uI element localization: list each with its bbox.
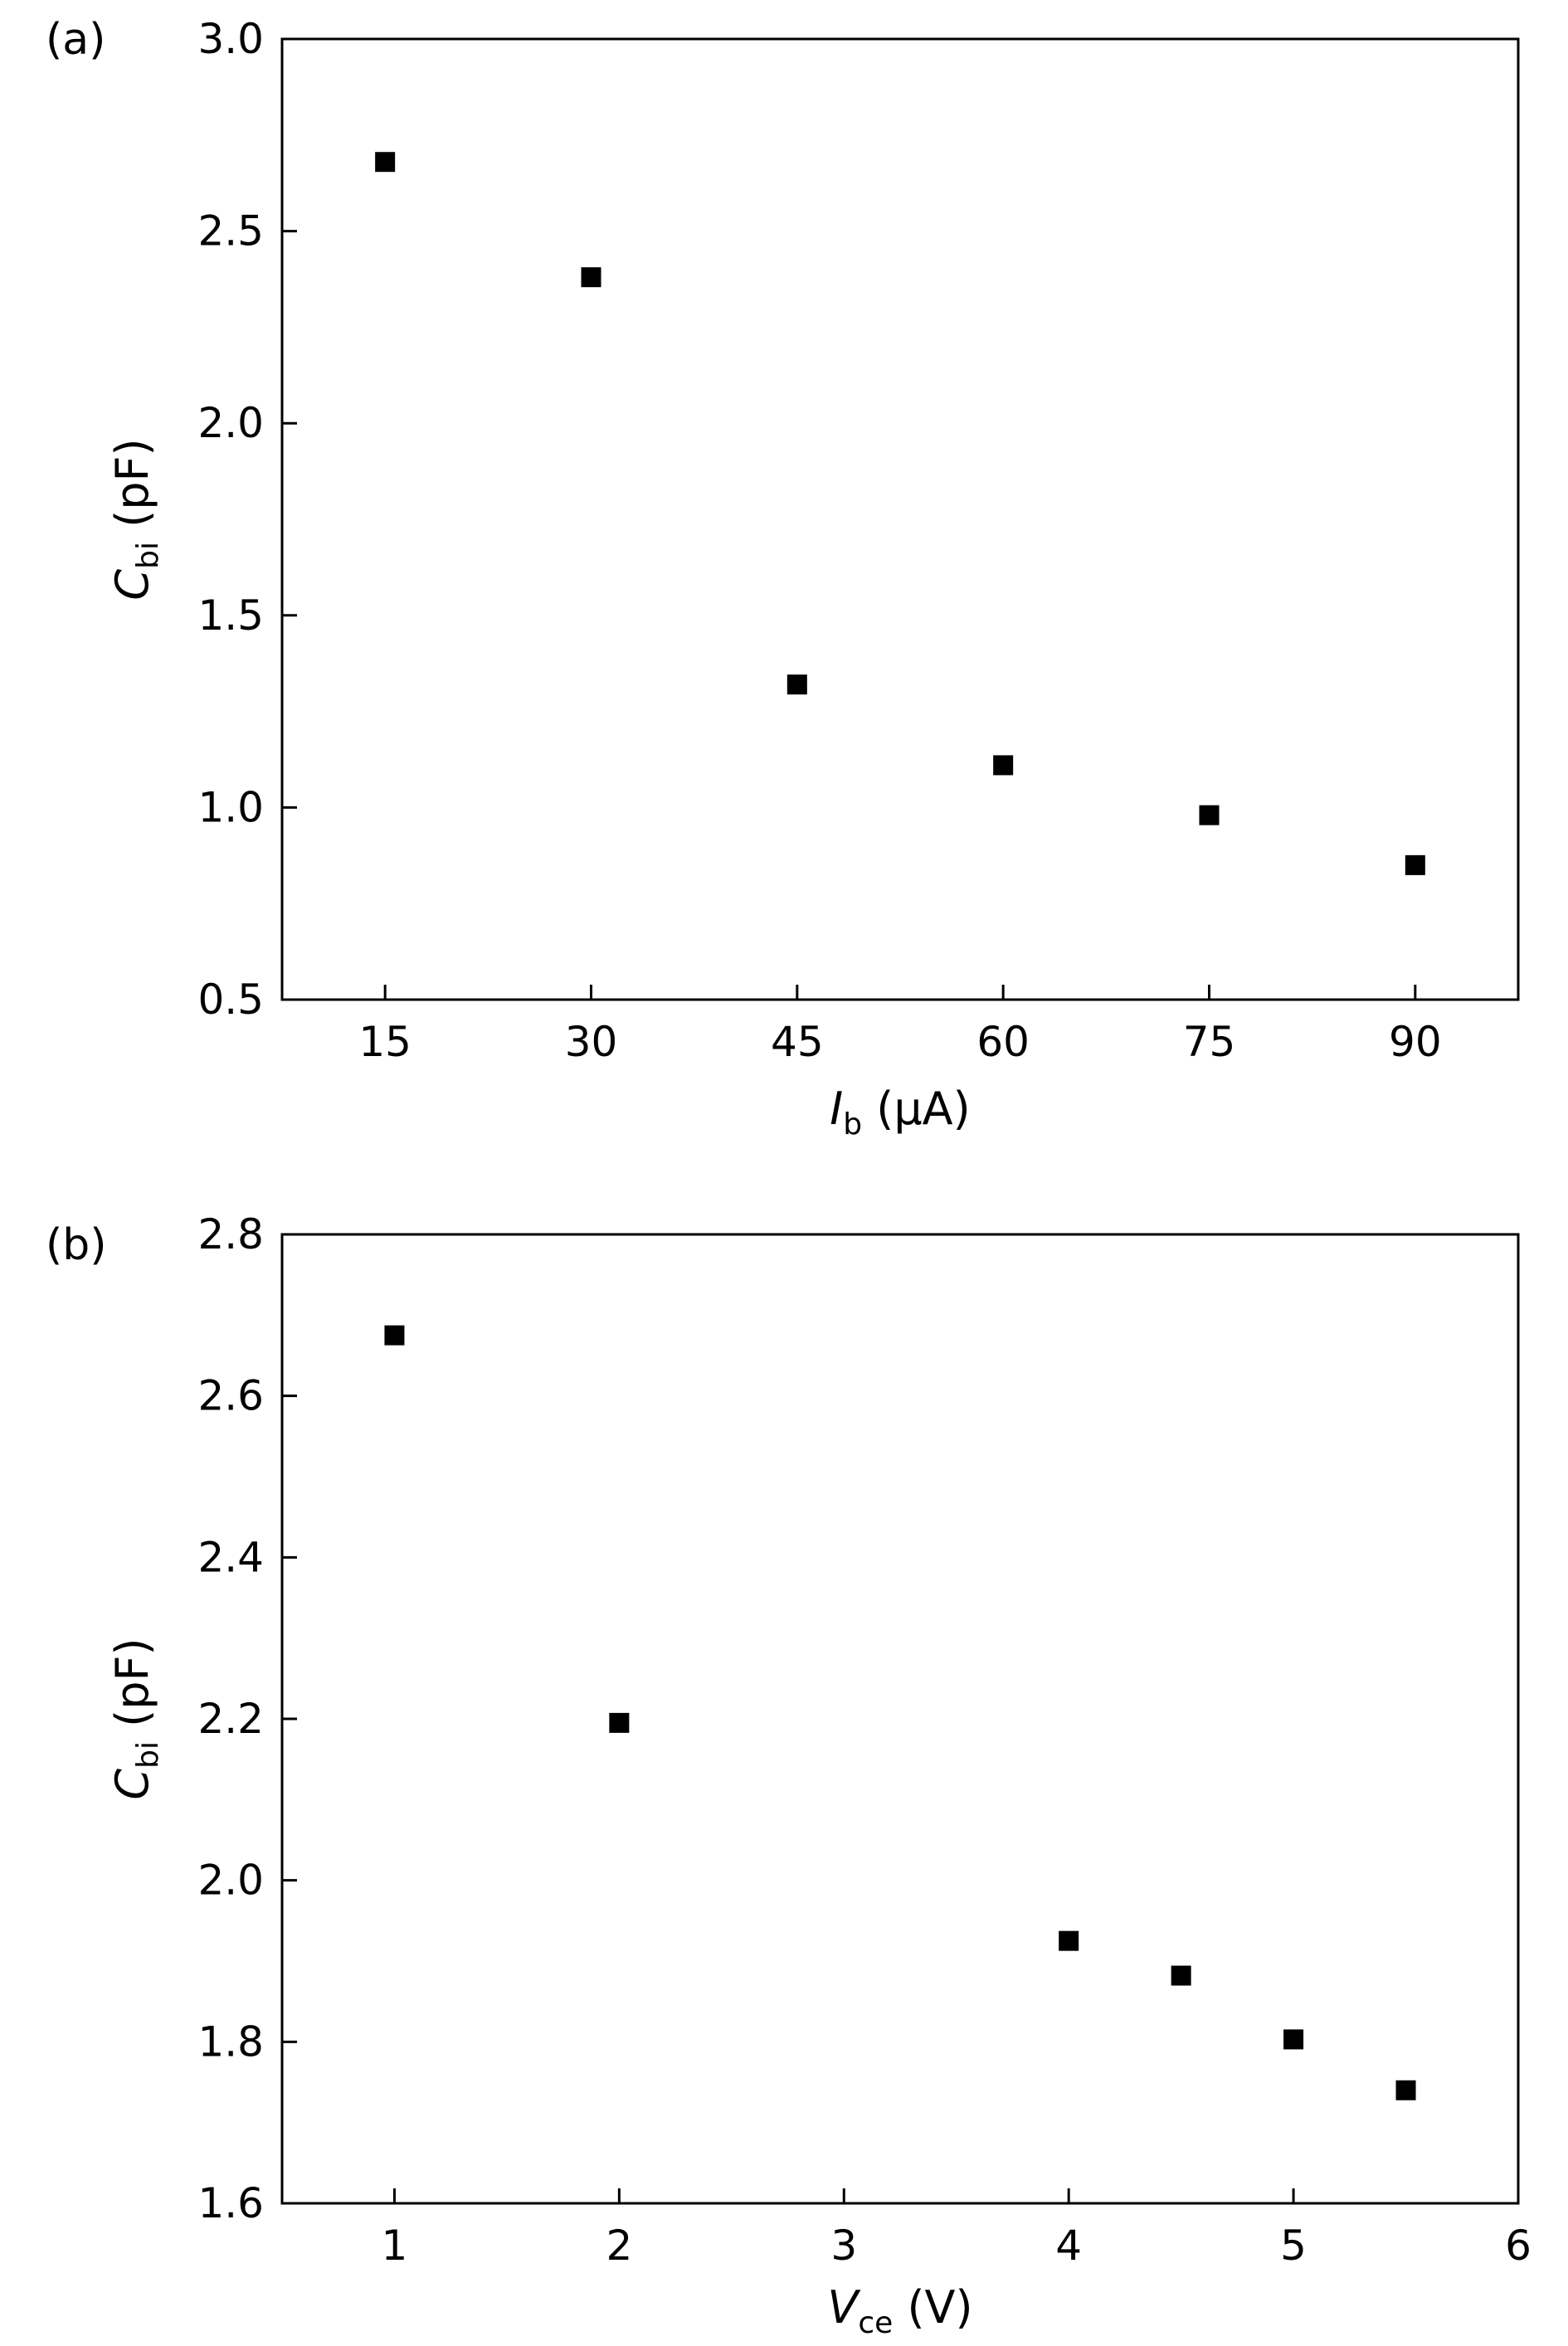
x-tick-label-b-2: 3 <box>830 2222 857 2270</box>
markers-b <box>384 1325 1416 2100</box>
y-tick-label-a-1: 1.0 <box>197 783 264 831</box>
data-point-a-5 <box>1405 854 1425 875</box>
x-axis-label-b: Vce (V) <box>827 2281 972 2340</box>
y-tick-label-b-0: 1.6 <box>197 2179 264 2227</box>
plot-frame-a <box>280 37 1520 1001</box>
x-tick-label-b-1: 2 <box>606 2222 632 2270</box>
y-tick-label-b-4: 2.4 <box>197 1533 264 1581</box>
data-point-b-4 <box>1283 2029 1304 2050</box>
y-tick-label-a-3: 2.0 <box>197 399 264 447</box>
x-tick-label-a-3: 60 <box>976 1018 1030 1066</box>
data-point-a-1 <box>581 267 601 288</box>
x-tick-label-a-1: 30 <box>565 1018 618 1066</box>
data-point-b-1 <box>609 1712 630 1733</box>
panel-b: (b) 1 2 3 4 5 6 1.6 1.8 2.0 2.2 2.4 2.6 2.8 Cbi (pF)… <box>46 1210 1531 2340</box>
x-tick-label-b-4: 5 <box>1280 2222 1307 2270</box>
panel-b-tag: (b) <box>46 1220 107 1270</box>
panel-a: (a) 15 30 45 60 75 90 0.5 1.0 1.5 2.0 2.5 3.0 Cbi (… <box>46 15 1520 1141</box>
x-tick-label-a-4: 75 <box>1183 1018 1236 1066</box>
y-tick-label-b-3: 2.2 <box>197 1695 264 1743</box>
y-tick-label-b-5: 2.6 <box>197 1372 264 1420</box>
data-point-b-0 <box>384 1325 405 1346</box>
x-tick-label-a-0: 15 <box>358 1018 411 1066</box>
ticks-a: 15 30 45 60 75 90 0.5 1.0 1.5 2.0 2.5 3.0 <box>197 15 1441 1066</box>
y-tick-label-a-0: 0.5 <box>197 976 264 1024</box>
y-tick-label-b-6: 2.8 <box>197 1210 264 1258</box>
markers-a <box>375 152 1425 875</box>
data-point-a-0 <box>375 152 396 173</box>
y-tick-label-a-2: 1.5 <box>197 591 264 640</box>
y-tick-label-a-5: 3.0 <box>197 15 264 63</box>
ticks-b: 1 2 3 4 5 6 1.6 1.8 2.0 2.2 2.4 2.6 2.8 <box>197 1210 1531 2270</box>
y-axis-label-a: Cbi (pF) <box>106 438 165 600</box>
data-point-a-2 <box>786 674 807 695</box>
x-axis-label-a: Ib (μA) <box>830 1083 970 1141</box>
data-point-a-3 <box>993 755 1014 776</box>
y-tick-label-a-4: 2.5 <box>197 207 264 256</box>
plot-frame-b <box>280 1233 1520 2205</box>
x-tick-label-b-3: 4 <box>1055 2222 1082 2270</box>
panel-a-tag: (a) <box>46 15 105 65</box>
data-point-b-3 <box>1171 1965 1191 1986</box>
y-tick-label-b-1: 1.8 <box>197 2017 264 2066</box>
x-tick-label-b-0: 1 <box>382 2222 408 2270</box>
y-axis-label-b: Cbi (pF) <box>106 1638 165 1799</box>
data-point-b-2 <box>1059 1930 1079 1951</box>
y-tick-label-b-2: 2.0 <box>197 1857 264 1905</box>
x-tick-label-b-5: 6 <box>1505 2222 1531 2270</box>
data-point-a-4 <box>1199 805 1220 825</box>
data-point-b-5 <box>1395 2080 1416 2100</box>
x-tick-label-a-5: 90 <box>1389 1018 1442 1066</box>
x-tick-label-a-2: 45 <box>771 1018 824 1066</box>
